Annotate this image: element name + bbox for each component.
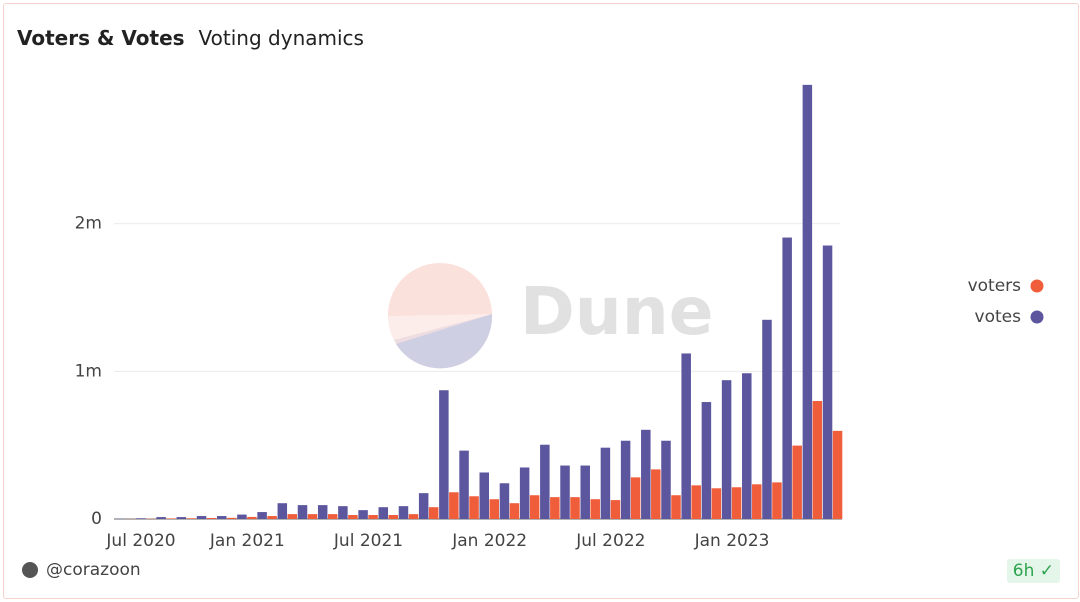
bar bbox=[297, 505, 308, 519]
bar bbox=[348, 515, 358, 519]
legend-label: votes bbox=[975, 307, 1022, 327]
watermark-text: Dune bbox=[520, 273, 714, 350]
bar bbox=[802, 84, 813, 520]
bar bbox=[742, 373, 752, 519]
x-tick-label: Jan 2022 bbox=[451, 531, 527, 551]
bar bbox=[136, 518, 146, 519]
bar bbox=[580, 465, 590, 519]
bar bbox=[782, 237, 792, 519]
watermark-logo bbox=[387, 262, 492, 316]
watermark: Dune bbox=[387, 262, 714, 369]
bar bbox=[620, 440, 631, 519]
bar bbox=[206, 517, 217, 519]
bar bbox=[590, 499, 600, 519]
freshness-badge[interactable]: 6h ✓ bbox=[1006, 559, 1060, 583]
bar bbox=[156, 517, 166, 519]
bar bbox=[661, 440, 671, 519]
bar bbox=[378, 507, 389, 519]
bar bbox=[176, 517, 187, 519]
bar bbox=[247, 516, 257, 519]
title: Voters & Votes bbox=[17, 26, 185, 50]
legend-swatch bbox=[1030, 279, 1044, 293]
bar bbox=[550, 497, 560, 519]
bar bbox=[287, 514, 298, 519]
legend-swatch bbox=[1030, 310, 1044, 324]
bar bbox=[479, 472, 489, 519]
bar bbox=[540, 444, 550, 519]
y-tick-label: 2m bbox=[75, 214, 102, 234]
bar bbox=[277, 503, 288, 519]
bar bbox=[721, 380, 732, 519]
y-tick-label: 0 bbox=[91, 509, 102, 529]
bar bbox=[671, 495, 681, 519]
bar bbox=[398, 506, 409, 519]
bar bbox=[327, 514, 338, 519]
bar bbox=[630, 477, 641, 519]
bar bbox=[752, 484, 762, 519]
bar bbox=[560, 465, 570, 519]
bar bbox=[701, 402, 712, 519]
x-tick-label: Jan 2023 bbox=[694, 531, 770, 551]
bar bbox=[610, 500, 621, 519]
bar bbox=[186, 518, 197, 519]
bar bbox=[257, 512, 267, 519]
bar bbox=[772, 482, 782, 519]
bar bbox=[439, 390, 449, 519]
bar bbox=[489, 499, 499, 519]
subtitle: Voting dynamics bbox=[198, 26, 364, 50]
bar bbox=[832, 430, 843, 519]
x-tick-label: Jan 2021 bbox=[209, 531, 285, 551]
avatar bbox=[22, 562, 38, 578]
bar bbox=[499, 483, 510, 519]
watermark-logo bbox=[396, 314, 493, 369]
bar bbox=[216, 516, 227, 519]
x-tick-label: Jul 2020 bbox=[105, 531, 175, 551]
bar bbox=[368, 515, 378, 519]
bar bbox=[317, 505, 328, 519]
bar bbox=[812, 401, 823, 519]
bar bbox=[711, 488, 722, 519]
bar bbox=[408, 514, 419, 519]
bar bbox=[459, 450, 469, 519]
chart-card: Voters & Votes Voting dynamics Dune 0 1m 2m… bbox=[3, 3, 1079, 599]
bar bbox=[691, 485, 701, 519]
bar bbox=[681, 353, 691, 519]
author-name[interactable]: @corazoon bbox=[46, 560, 141, 580]
bar bbox=[469, 496, 479, 519]
x-tick-label: Jul 2021 bbox=[333, 531, 403, 551]
bar bbox=[762, 319, 772, 519]
author[interactable]: @corazoon bbox=[22, 560, 141, 580]
bar bbox=[267, 516, 277, 519]
bar bbox=[529, 495, 540, 519]
bar bbox=[641, 429, 651, 519]
bar bbox=[428, 507, 439, 519]
x-tick-label: Jul 2022 bbox=[575, 531, 645, 551]
bar bbox=[509, 503, 520, 519]
bar bbox=[418, 493, 429, 519]
bar bbox=[792, 445, 802, 519]
bar bbox=[237, 514, 247, 519]
legend-label: voters bbox=[968, 276, 1022, 296]
bar bbox=[166, 518, 176, 519]
bar bbox=[226, 517, 237, 519]
bar bbox=[449, 492, 459, 519]
y-tick-label: 1m bbox=[75, 361, 102, 381]
header: Voters & Votes Voting dynamics bbox=[17, 26, 364, 50]
bar bbox=[731, 487, 742, 519]
bar bbox=[388, 515, 399, 519]
chart: Dune 0 1m 2m Jul 2020 Jan 2021 Jul 2021 Jan 20… bbox=[75, 84, 1044, 551]
bar bbox=[196, 516, 207, 519]
bar bbox=[338, 506, 348, 519]
bar bbox=[651, 469, 661, 519]
bar bbox=[570, 497, 580, 519]
bar bbox=[307, 514, 318, 519]
freshness: 6h bbox=[1012, 561, 1035, 581]
bar bbox=[358, 510, 368, 519]
bar bbox=[600, 447, 611, 519]
bar bbox=[822, 245, 833, 519]
bar bbox=[519, 467, 530, 519]
